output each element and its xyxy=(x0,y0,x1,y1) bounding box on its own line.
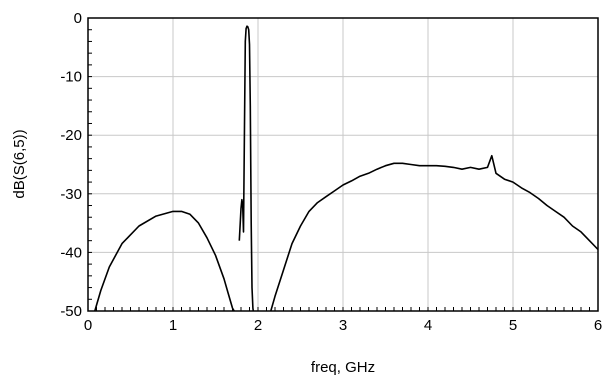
x-tick-label: 2 xyxy=(254,317,262,334)
tick-labels: 0 1 2 3 4 5 6 0 -10 -20 -30 -40 -50 xyxy=(60,10,602,334)
x-tick-label: 4 xyxy=(424,317,432,334)
x-tick-label: 5 xyxy=(509,317,517,334)
plot-frame xyxy=(87,17,599,312)
data-lines xyxy=(94,25,599,312)
series-line-3 xyxy=(270,154,599,312)
y-tick-label: -20 xyxy=(60,127,82,144)
grid xyxy=(87,17,599,312)
y-tick-label: -50 xyxy=(60,303,82,320)
y-axis-title: dB(S(6,5)) xyxy=(11,129,28,198)
y-tick-label: -40 xyxy=(60,244,82,261)
x-tick-label: 1 xyxy=(169,317,177,334)
y-tick-label: 0 xyxy=(74,10,82,27)
x-tick-label: 6 xyxy=(594,317,602,334)
y-tick-label: -30 xyxy=(60,186,82,203)
series-line-1 xyxy=(94,210,235,312)
x-tick-label: 0 xyxy=(84,317,92,334)
y-tick-label: -10 xyxy=(60,69,82,86)
x-axis-title: freq, GHz xyxy=(311,359,375,376)
series-line-2 xyxy=(238,25,255,312)
x-tick-label: 3 xyxy=(339,317,347,334)
